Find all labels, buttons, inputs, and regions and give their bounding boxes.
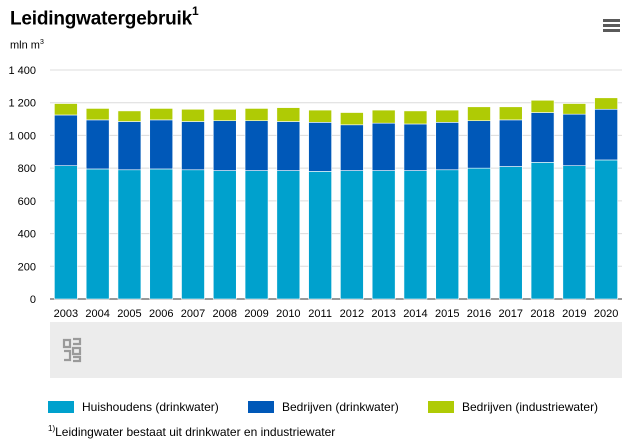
legend-item-huishoudens[interactable]: Huishoudens (drinkwater) — [48, 399, 219, 415]
bar-segment[interactable] — [403, 170, 428, 300]
x-tick-label: 2013 — [371, 308, 395, 320]
bar-segment[interactable] — [435, 122, 460, 171]
bar-segment[interactable] — [276, 170, 301, 300]
x-tick-label: 2008 — [213, 308, 237, 320]
x-tick-label: 2005 — [117, 308, 141, 320]
y-tick-label: 1 400 — [8, 65, 36, 77]
bar-segment[interactable] — [340, 112, 364, 126]
bar-segment[interactable] — [308, 122, 332, 172]
bar-segment[interactable] — [530, 99, 555, 113]
bar-segment[interactable] — [467, 167, 491, 300]
x-tick-label: 2014 — [403, 308, 427, 320]
bar-segment[interactable] — [181, 169, 205, 300]
bar-segment[interactable] — [498, 106, 523, 121]
bar-segment[interactable] — [594, 97, 618, 110]
bar-segment[interactable] — [54, 103, 78, 116]
bar-segment[interactable] — [530, 112, 555, 163]
bar-segment[interactable] — [85, 108, 110, 121]
bar-segment[interactable] — [467, 120, 491, 169]
x-tick-label: 2012 — [340, 308, 364, 320]
bar-segment[interactable] — [117, 121, 142, 171]
bar-segment[interactable] — [149, 168, 174, 300]
bar-segment[interactable] — [54, 114, 78, 166]
legend-label: Huishoudens (drinkwater) — [82, 400, 219, 414]
bar-segment[interactable] — [276, 107, 301, 122]
bar-segment[interactable] — [562, 103, 587, 115]
x-tick-label: 2003 — [54, 308, 78, 320]
x-tick-label: 2007 — [181, 308, 205, 320]
bar-segment[interactable] — [276, 121, 301, 171]
legend-item-bedrijven-industriewater[interactable]: Bedrijven (industriewater) — [428, 399, 598, 415]
bar-segment[interactable] — [244, 108, 269, 122]
bar-segment[interactable] — [594, 159, 618, 300]
bar-segment[interactable] — [149, 108, 174, 121]
x-tick-label: 2019 — [562, 308, 586, 320]
bar-segment[interactable] — [530, 162, 555, 300]
bar-segment[interactable] — [212, 108, 237, 122]
bar-segment[interactable] — [149, 119, 174, 170]
bar-segment[interactable] — [371, 109, 396, 124]
bar-segment[interactable] — [562, 113, 587, 166]
x-tick-label: 2004 — [85, 308, 109, 320]
bar-segment[interactable] — [54, 165, 78, 300]
bar-segment[interactable] — [498, 119, 523, 167]
bar-segment[interactable] — [403, 123, 428, 171]
y-tick-label: 200 — [18, 261, 36, 273]
y-tick-label: 800 — [18, 163, 36, 175]
bar-segment[interactable] — [85, 168, 110, 300]
x-tick-label: 2016 — [467, 308, 491, 320]
bar-segment[interactable] — [117, 169, 142, 300]
x-tick-label: 2018 — [530, 308, 554, 320]
bar-segment[interactable] — [181, 121, 205, 171]
bar-segment[interactable] — [435, 169, 460, 300]
y-tick-label: 1 200 — [8, 98, 36, 110]
bar-segment[interactable] — [340, 124, 364, 171]
x-tick-label: 2017 — [499, 308, 523, 320]
bar-segment[interactable] — [371, 170, 396, 300]
bar-segment[interactable] — [340, 170, 364, 300]
x-tick-label: 2006 — [149, 308, 173, 320]
x-tick-label: 2009 — [244, 308, 268, 320]
bar-segment[interactable] — [181, 108, 205, 122]
cbs-logo-icon — [62, 337, 82, 363]
y-tick-label: 600 — [18, 196, 36, 208]
chart-footer-area — [50, 322, 622, 378]
bar-segment[interactable] — [498, 166, 523, 300]
bar-segment[interactable] — [244, 120, 269, 171]
bar-segment[interactable] — [562, 165, 587, 300]
bar-segment[interactable] — [435, 109, 460, 123]
bar-segment[interactable] — [244, 170, 269, 300]
legend-swatch — [428, 401, 454, 413]
x-tick-label: 2010 — [276, 308, 300, 320]
legend-item-bedrijven-drinkwater[interactable]: Bedrijven (drinkwater) — [248, 399, 399, 415]
y-axis-unit: mln m3 — [10, 39, 44, 52]
legend-swatch — [48, 401, 74, 413]
bar-segment[interactable] — [594, 108, 618, 161]
bar-segment[interactable] — [212, 170, 237, 300]
x-tick-label: 2011 — [308, 308, 332, 320]
y-tick-label: 1 000 — [8, 130, 36, 142]
hamburger-menu-icon[interactable] — [603, 19, 620, 33]
y-tick-label: 0 — [30, 294, 36, 306]
bar-segment[interactable] — [403, 110, 428, 125]
bar-segment[interactable] — [371, 122, 396, 171]
footnote: 1)Leidingwater bestaat uit drinkwater en… — [48, 424, 336, 439]
x-tick-label: 2015 — [435, 308, 459, 320]
bar-segment[interactable] — [467, 106, 491, 122]
bar-segment[interactable] — [308, 109, 332, 123]
chart-title: Leidingwatergebruik1 — [10, 4, 199, 30]
y-tick-label: 400 — [18, 229, 36, 241]
bar-segment[interactable] — [117, 110, 142, 122]
bar-segment[interactable] — [212, 120, 237, 171]
bar-segment[interactable] — [85, 119, 110, 170]
legend-label: Bedrijven (industriewater) — [462, 400, 599, 414]
bar-segment[interactable] — [308, 171, 332, 300]
x-tick-label: 2020 — [594, 308, 618, 320]
legend-swatch — [248, 401, 274, 413]
legend-label: Bedrijven (drinkwater) — [282, 400, 399, 414]
